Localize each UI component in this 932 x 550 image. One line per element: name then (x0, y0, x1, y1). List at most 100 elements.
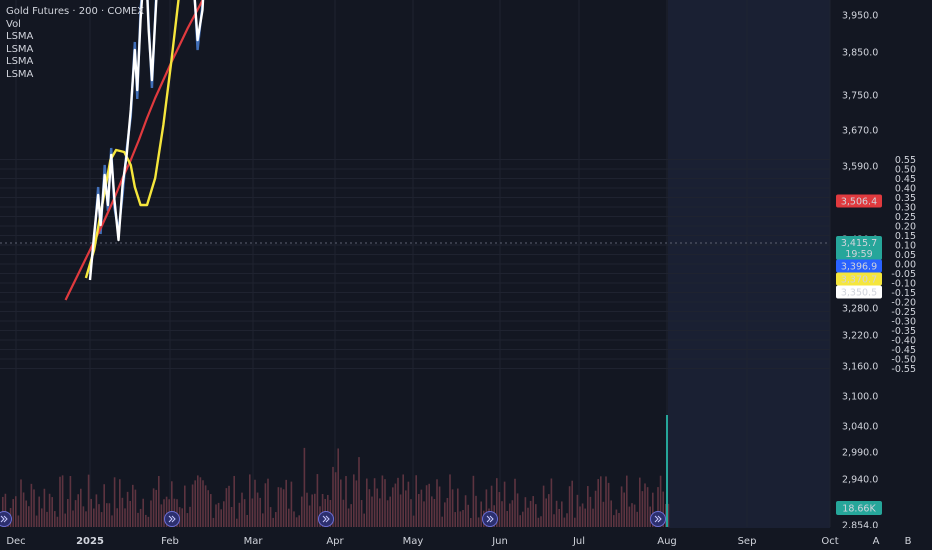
event-marker-glyph (322, 515, 330, 523)
scale-toggle-b[interactable]: B (905, 536, 912, 547)
volume-badge (836, 501, 882, 515)
ratio-tick-label: -0.45 (891, 345, 916, 356)
volume-bar (301, 496, 303, 527)
volume-bar (202, 480, 204, 527)
volume-bar (12, 499, 14, 527)
volume-bar (41, 508, 43, 527)
indicator-lsma-1[interactable]: LSMA (6, 31, 34, 42)
volume-bar (217, 502, 220, 527)
volume-bar (337, 448, 339, 527)
volume-bar (423, 501, 425, 527)
volume-bar (373, 478, 376, 527)
volume-bar (98, 504, 100, 527)
volume-bar (462, 509, 464, 527)
volume-bar (433, 499, 436, 527)
volume-bar (197, 475, 199, 527)
volume-bar (350, 504, 352, 527)
volume-bar (535, 504, 537, 527)
volume-bar (204, 485, 207, 527)
volume-bar (459, 511, 462, 527)
scale-toggle-a[interactable]: A (873, 536, 880, 547)
volume-bar (475, 495, 477, 527)
volume-bar (215, 504, 217, 527)
volume-bar (605, 476, 607, 527)
event-marker-icon[interactable] (0, 511, 12, 527)
price-tick-label: 3,040.0 (842, 422, 878, 433)
ratio-tick-label: -0.15 (891, 288, 916, 299)
indicator-lsma-3[interactable]: LSMA (6, 56, 34, 67)
volume-bar (376, 488, 378, 527)
volume-bar (529, 500, 532, 527)
volume-bar (514, 478, 516, 527)
volume-bar (498, 492, 501, 527)
event-markers[interactable] (0, 511, 666, 527)
volume-bar (189, 506, 191, 527)
time-axis[interactable]: Dec 2025 Feb Mar Apr May Jun Jul Aug Sep Oct A B (0, 528, 932, 550)
volume-bar (613, 515, 615, 527)
price-tick-label: 2,990.0 (842, 448, 878, 459)
time-tick-label: Sep (738, 536, 757, 547)
volume-bar (618, 512, 620, 527)
volume-bar (80, 488, 82, 527)
volume-bar (321, 493, 324, 527)
indicator-lsma-4[interactable]: LSMA (6, 68, 34, 80)
volume-bar (290, 481, 293, 527)
volume-bar (392, 487, 394, 527)
volume-bar (636, 511, 638, 527)
volume-bar (438, 486, 441, 527)
volume-bar (576, 494, 579, 527)
volume-bar (615, 509, 618, 527)
event-marker-glyph (168, 515, 176, 523)
volume-bar (85, 511, 87, 527)
time-tick-label: Apr (326, 536, 344, 547)
volume-bar (358, 457, 360, 527)
volume-bar (503, 481, 506, 527)
volume-bar (308, 505, 311, 527)
time-axis-bg (0, 528, 932, 550)
volume-bar (74, 500, 77, 527)
volume-bar (186, 513, 189, 527)
volume-bar (33, 489, 35, 527)
volume-bar (397, 477, 399, 527)
volume-bar (592, 508, 594, 527)
volume-bar (405, 490, 407, 527)
volume-bar (522, 511, 524, 527)
volume-bar (150, 500, 152, 527)
volume-bar (20, 479, 22, 527)
volume-bar (540, 516, 542, 527)
volume-bar (620, 486, 623, 527)
volume-bar (579, 506, 581, 527)
indicator-lsma-2[interactable]: LSMA (6, 43, 34, 55)
volume-bar (509, 503, 511, 527)
volume-bar (496, 478, 498, 527)
volume-bar (667, 503, 670, 527)
volume-bar (363, 513, 365, 527)
volume-bar (306, 492, 308, 527)
volume-bar (77, 494, 79, 527)
time-tick-label: Oct (821, 536, 838, 547)
volume-bar (379, 498, 381, 527)
volume-bar (238, 502, 241, 527)
price-axis[interactable]: 3,950.03,850.03,750.03,670.03,590.03,420… (842, 11, 916, 532)
price-tick-label: 3,850.0 (842, 48, 878, 59)
price-tick-label: 3,100.0 (842, 392, 878, 403)
volume-bar (641, 491, 644, 527)
volume-bar (230, 506, 233, 527)
price-tick-label: 3,280.0 (842, 304, 878, 315)
grid-lines (0, 0, 831, 527)
volume-bar (15, 496, 17, 527)
volume-bar (425, 485, 428, 527)
volume-bar (524, 497, 527, 527)
indicator-vol[interactable]: Vol (6, 18, 21, 30)
volume-bar (415, 475, 417, 527)
volume-bar (56, 516, 59, 527)
volume-bar (407, 481, 410, 527)
volume-bar (418, 494, 420, 527)
volume-bar (38, 496, 40, 527)
volume-bar (457, 488, 459, 527)
symbol-title[interactable]: Gold Futures · 200 · COMEX (6, 6, 145, 17)
volume-bar (537, 517, 540, 527)
price-tick-label: 3,590.0 (842, 162, 878, 173)
volume-bar (584, 508, 586, 527)
